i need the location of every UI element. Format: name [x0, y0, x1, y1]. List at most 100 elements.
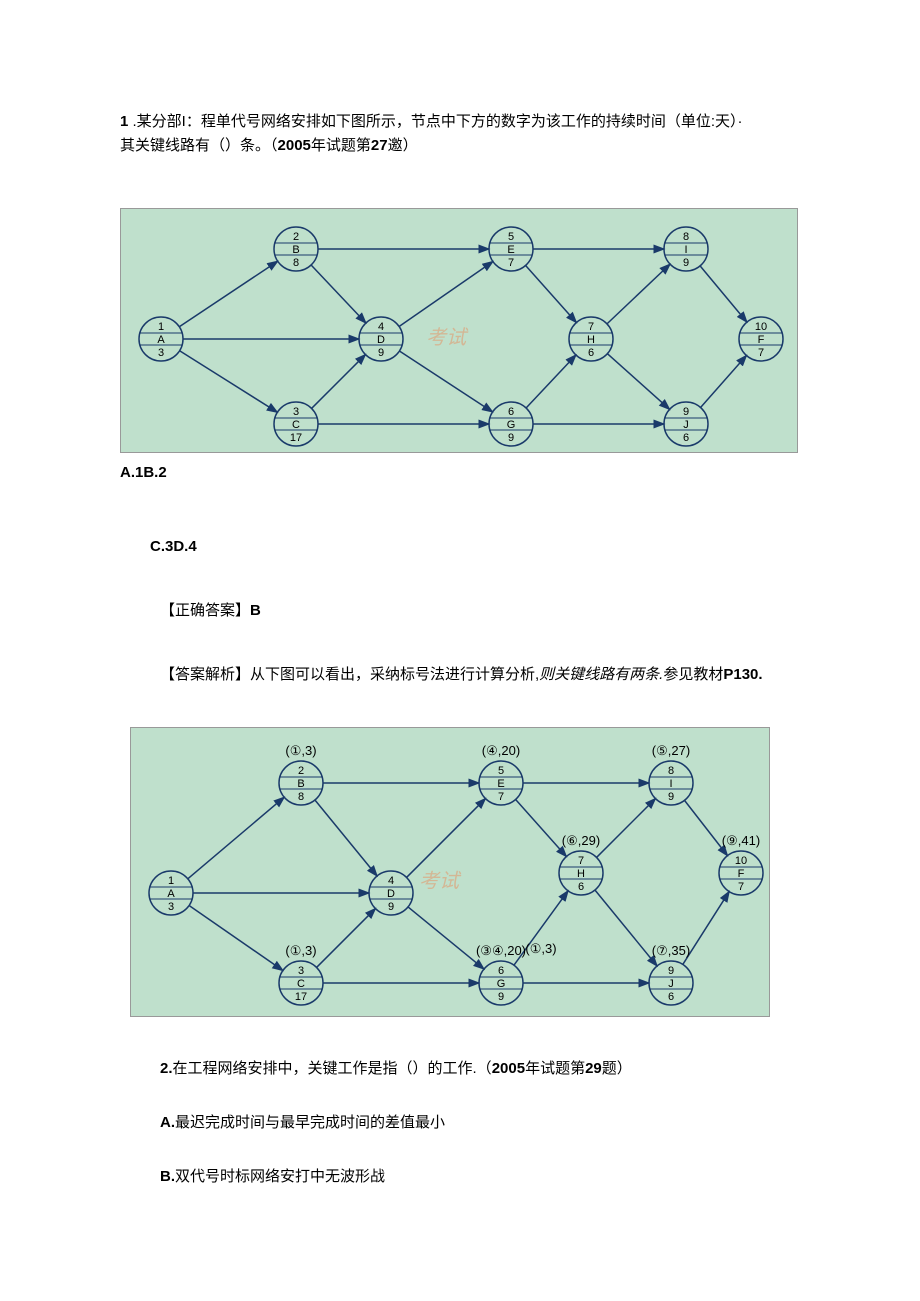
q2-block: 2.在工程网络安排中，关键工作是指（）的工作.（2005年试题第29题） A.最… [160, 1057, 800, 1189]
svg-text:G: G [507, 419, 516, 431]
diagram2-container: 考试1A32B8(①,3)3C17(①,3)4D95E7(④,20)6G9(③④… [130, 727, 800, 1017]
q2-text: 2.在工程网络安排中，关键工作是指（）的工作.（2005年试题第29题） [160, 1057, 800, 1081]
q2-end: 题） [602, 1060, 632, 1077]
svg-text:3: 3 [158, 347, 164, 359]
svg-text:6: 6 [588, 347, 594, 359]
svg-text:(④,20): (④,20) [482, 743, 520, 758]
q1-text: 1 .某分部I：程单代号网络安排如下图所示，节点中下方的数字为该工作的持续时间（… [120, 110, 800, 158]
q1-line1: .某分部I：程单代号网络安排如下图所示，节点中下方的数字为该工作的持续时间（单位… [128, 113, 742, 130]
analysis-tail: 参见教材 [663, 666, 723, 683]
answer-value: B [250, 602, 261, 619]
svg-text:(⑤,27): (⑤,27) [652, 743, 690, 758]
svg-text:G: G [497, 978, 506, 990]
svg-text:E: E [507, 244, 514, 256]
svg-text:9: 9 [498, 991, 504, 1003]
svg-text:I: I [684, 244, 687, 256]
svg-text:7: 7 [738, 881, 744, 893]
svg-text:D: D [387, 888, 395, 900]
svg-text:I: I [669, 778, 672, 790]
optB-label: B. [160, 1168, 175, 1185]
svg-text:6: 6 [578, 881, 584, 893]
svg-text:(①,3): (①,3) [525, 941, 556, 956]
network-diagram-2: 考试1A32B8(①,3)3C17(①,3)4D95E7(④,20)6G9(③④… [130, 727, 770, 1017]
svg-text:H: H [577, 868, 585, 880]
optA-label: A. [160, 1114, 175, 1131]
svg-text:J: J [683, 419, 689, 431]
q1-analysis: 【答案解析】从下图可以看出，采纳标号法进行计算分析,则关键线路有两条.参见教材P… [160, 663, 800, 687]
svg-text:7: 7 [588, 321, 594, 333]
svg-text:2: 2 [293, 231, 299, 243]
svg-text:1: 1 [168, 875, 174, 887]
svg-text:考试: 考试 [419, 871, 462, 893]
svg-text:8: 8 [668, 765, 674, 777]
svg-text:D: D [377, 334, 385, 346]
svg-text:7: 7 [578, 855, 584, 867]
optB-text: 双代号时标网络安打中无波形战 [175, 1168, 385, 1185]
q1-answer-block: 【正确答案】B 【答案解析】从下图可以看出，采纳标号法进行计算分析,则关键线路有… [160, 599, 800, 687]
svg-text:5: 5 [498, 765, 504, 777]
svg-text:(⑦,35): (⑦,35) [652, 943, 690, 958]
svg-text:A: A [157, 334, 165, 346]
svg-text:5: 5 [508, 231, 514, 243]
q2-qnum: 29 [585, 1060, 602, 1077]
q2-number: 2. [160, 1060, 173, 1077]
svg-text:(①,3): (①,3) [285, 743, 316, 758]
svg-text:(③④,20): (③④,20) [476, 943, 526, 958]
analysis-italic: 则关键线路有两条. [539, 666, 663, 683]
svg-text:9: 9 [683, 406, 689, 418]
svg-text:2: 2 [298, 765, 304, 777]
svg-text:B: B [297, 778, 304, 790]
svg-text:9: 9 [508, 432, 514, 444]
q2-body: 在工程网络安排中，关键工作是指（）的工作.（ [173, 1060, 492, 1077]
svg-text:4: 4 [378, 321, 384, 333]
svg-text:(⑨,41): (⑨,41) [722, 833, 760, 848]
svg-text:9: 9 [378, 347, 384, 359]
svg-text:B: B [292, 244, 299, 256]
svg-text:E: E [497, 778, 504, 790]
svg-text:7: 7 [758, 347, 764, 359]
svg-text:6: 6 [668, 991, 674, 1003]
svg-text:J: J [668, 978, 674, 990]
q1-options-ab: A.1B.2 [120, 461, 800, 485]
svg-text:3: 3 [168, 901, 174, 913]
svg-text:1: 1 [158, 321, 164, 333]
svg-text:(⑥,29): (⑥,29) [562, 833, 600, 848]
svg-text:H: H [587, 334, 595, 346]
svg-text:10: 10 [755, 321, 767, 333]
svg-text:8: 8 [683, 231, 689, 243]
svg-text:17: 17 [295, 991, 307, 1003]
svg-text:C: C [297, 978, 305, 990]
q1-options-cd: C.3D.4 [150, 535, 800, 559]
svg-text:8: 8 [298, 791, 304, 803]
svg-text:6: 6 [683, 432, 689, 444]
svg-text:7: 7 [498, 791, 504, 803]
svg-text:6: 6 [498, 965, 504, 977]
svg-text:考试: 考试 [426, 327, 469, 349]
svg-text:(①,3): (①,3) [285, 943, 316, 958]
optA-text: 最迟完成时间与最早完成时间的差值最小 [175, 1114, 445, 1131]
svg-text:9: 9 [668, 791, 674, 803]
q1-correct-answer: 【正确答案】B [160, 599, 800, 623]
analysis-bold: P130. [723, 666, 762, 683]
svg-text:3: 3 [298, 965, 304, 977]
q1-line2b: 年试题第 [311, 137, 371, 154]
q2-mid: 年试题第 [525, 1060, 585, 1077]
q2-option-b: B.双代号时标网络安打中无波形战 [160, 1165, 800, 1189]
network-diagram-1: 考试1A32B83C174D95E76G97H68I99J610F7 [120, 208, 798, 453]
svg-text:7: 7 [508, 257, 514, 269]
svg-text:17: 17 [290, 432, 302, 444]
svg-text:F: F [758, 334, 765, 346]
svg-text:C: C [292, 419, 300, 431]
svg-text:F: F [738, 868, 745, 880]
q1-line2a: 其关键线路有（）条。（ [120, 137, 278, 154]
q1-year: 2005 [278, 137, 311, 154]
q1-line2c: 邀） [388, 137, 418, 154]
q2-year: 2005 [492, 1060, 525, 1077]
svg-text:8: 8 [293, 257, 299, 269]
svg-text:A: A [167, 888, 175, 900]
svg-text:9: 9 [388, 901, 394, 913]
q2-option-a: A.最迟完成时间与最早完成时间的差值最小 [160, 1111, 800, 1135]
svg-text:3: 3 [293, 406, 299, 418]
svg-text:9: 9 [683, 257, 689, 269]
svg-text:4: 4 [388, 875, 394, 887]
